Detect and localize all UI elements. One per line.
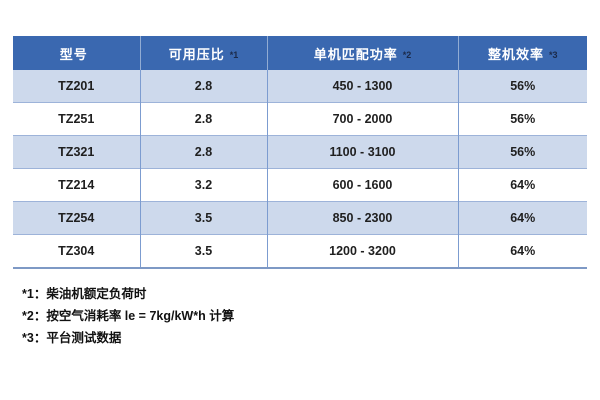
footnote: *1：柴油机额定负荷时 — [22, 287, 147, 301]
table-row: TZ321 2.8 1100 - 3100 56% — [13, 135, 587, 169]
cell-pressure-ratio: 3.2 — [139, 168, 267, 202]
cell-model: TZ214 — [13, 168, 140, 202]
cell-pressure-ratio: 2.8 — [139, 102, 267, 136]
table-row: TZ214 3.2 600 - 1600 64% — [13, 168, 587, 202]
cell-model: TZ304 — [13, 234, 140, 269]
column-header-efficiency: 整机效率 *3 — [457, 36, 587, 70]
cell-power-range: 1100 - 3100 — [266, 135, 458, 169]
column-header-label: 可用压比 — [168, 46, 225, 62]
table-header-row: 型号 可用压比 *1 单机匹配功率 *2 整机效率 *3 — [13, 36, 587, 70]
table-row: TZ304 3.5 1200 - 3200 64% — [13, 234, 587, 269]
cell-pressure-ratio: 2.8 — [139, 135, 267, 169]
cell-efficiency: 64% — [457, 234, 587, 269]
footnote-marker: *2 — [402, 49, 412, 60]
cell-efficiency: 56% — [457, 70, 587, 103]
cell-model: TZ254 — [13, 201, 140, 235]
column-header-label: 型号 — [59, 46, 88, 62]
footnote: *3：平台测试数据 — [22, 331, 122, 345]
cell-efficiency: 56% — [457, 135, 587, 169]
cell-efficiency: 64% — [457, 201, 587, 235]
cell-power-range: 850 - 2300 — [266, 201, 458, 235]
table-row: TZ254 3.5 850 - 2300 64% — [13, 201, 587, 235]
cell-pressure-ratio: 3.5 — [139, 234, 267, 269]
cell-power-range: 600 - 1600 — [266, 168, 458, 202]
cell-model: TZ321 — [13, 135, 140, 169]
cell-pressure-ratio: 3.5 — [139, 201, 267, 235]
column-header-power-range: 单机匹配功率 *2 — [266, 36, 458, 70]
footnote-marker: *1 — [229, 49, 239, 60]
column-header-label: 单机匹配功率 — [313, 46, 398, 62]
column-header-model: 型号 — [13, 36, 140, 70]
cell-efficiency: 64% — [457, 168, 587, 202]
cell-power-range: 450 - 1300 — [266, 70, 458, 103]
cell-efficiency: 56% — [457, 102, 587, 136]
table-row: TZ201 2.8 450 - 1300 56% — [13, 70, 587, 103]
spec-table: 型号 可用压比 *1 单机匹配功率 *2 整机效率 *3 TZ201 2.8 450 … — [13, 36, 587, 269]
table-row: TZ251 2.8 700 - 2000 56% — [13, 102, 587, 136]
cell-power-range: 1200 - 3200 — [266, 234, 458, 269]
cell-power-range: 700 - 2000 — [266, 102, 458, 136]
footnote-marker: *3 — [549, 49, 558, 60]
footnotes: *1：柴油机额定负荷时 *2：按空气消耗率 le = 7kg/kW*h 计算 *… — [22, 283, 234, 349]
footnote: *2：按空气消耗率 le = 7kg/kW*h 计算 — [22, 309, 235, 323]
cell-pressure-ratio: 2.8 — [139, 70, 267, 103]
column-header-label: 整机效率 — [487, 46, 544, 62]
column-header-pressure-ratio: 可用压比 *1 — [139, 36, 267, 70]
cell-model: TZ201 — [58, 79, 95, 93]
cell-model: TZ251 — [13, 102, 140, 136]
